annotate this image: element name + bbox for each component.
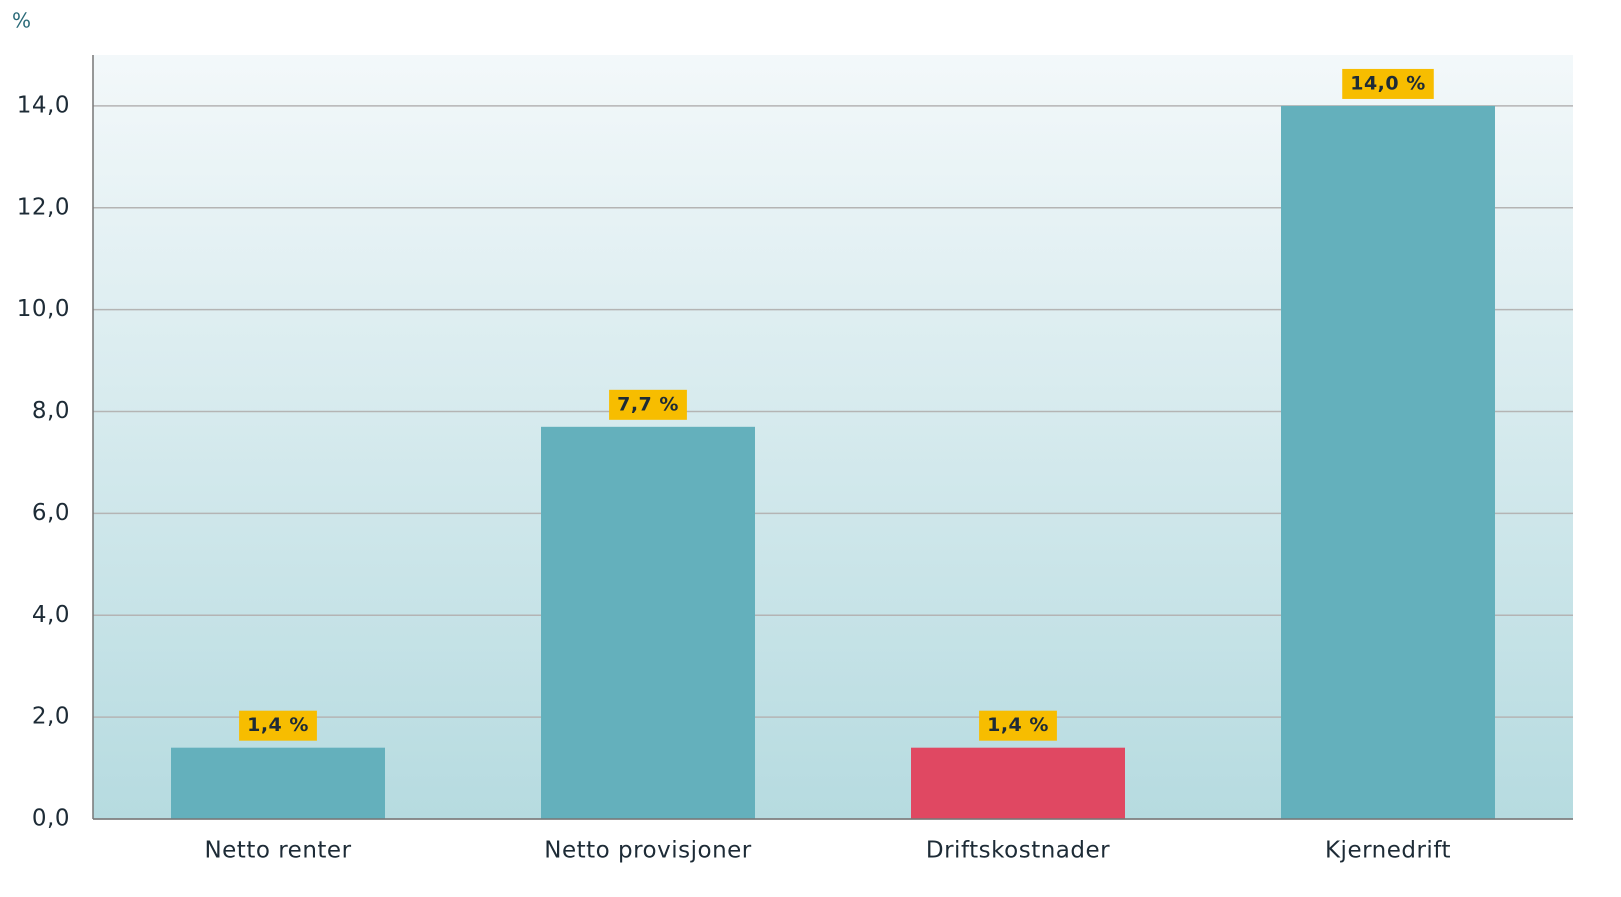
value-label: 7,7 % (617, 393, 679, 415)
value-label-box (1342, 68, 1434, 99)
y-axis-label: % (12, 9, 32, 33)
x-tick-label: Netto provisjoner (544, 838, 752, 864)
value-label-box (979, 710, 1057, 741)
y-tick-label: 4,0 (32, 602, 70, 628)
y-tick-label: 12,0 (17, 194, 70, 220)
x-tick-label: Driftskostnader (926, 838, 1110, 864)
bar (541, 426, 755, 819)
y-tick-label: 2,0 (32, 704, 70, 730)
y-tick-label: 0,0 (32, 806, 70, 832)
y-tick-label: 14,0 (17, 92, 70, 118)
value-label: 1,4 % (987, 714, 1049, 736)
value-label: 14,0 % (1350, 72, 1426, 94)
value-label: 1,4 % (247, 714, 309, 736)
x-tick-label: Kjernedrift (1325, 838, 1451, 864)
bar (171, 747, 385, 819)
value-label-box (609, 389, 687, 420)
y-tick-label: 8,0 (32, 398, 70, 424)
x-tick-label: Netto renter (204, 838, 351, 864)
y-tick-label: 6,0 (32, 500, 70, 526)
bar (1281, 105, 1495, 819)
value-label-box (239, 710, 317, 741)
y-tick-label: 10,0 (17, 296, 70, 322)
bar (911, 747, 1125, 819)
